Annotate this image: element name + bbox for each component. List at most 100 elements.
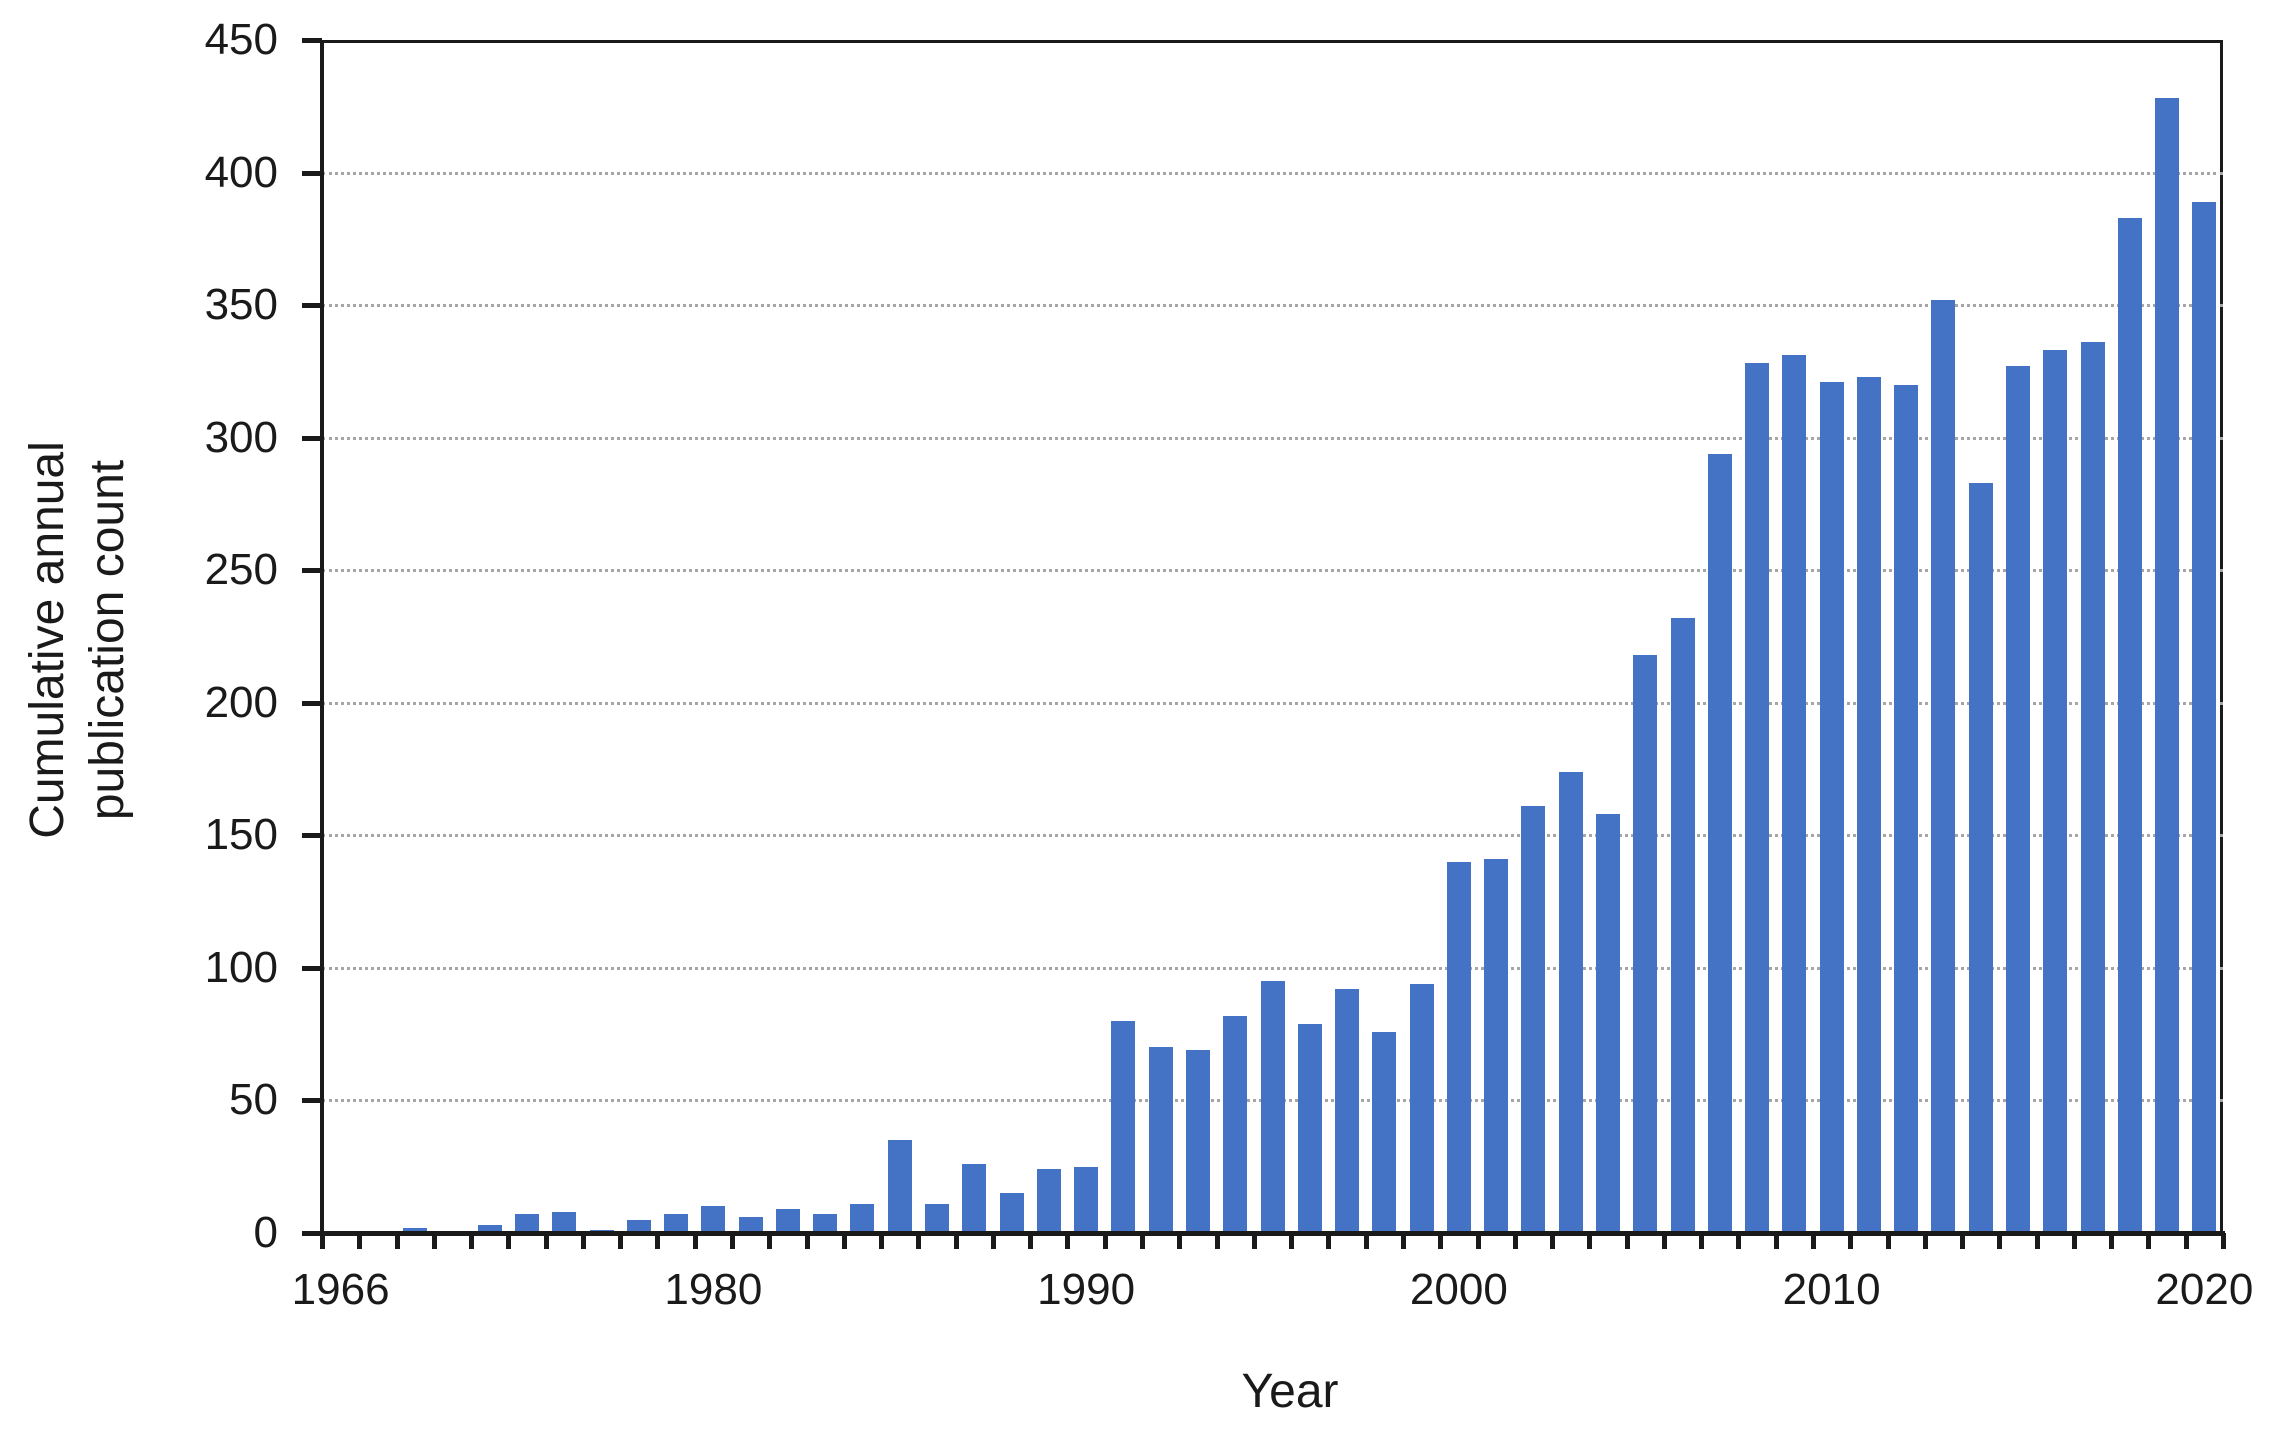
x-tick-boundary-2	[394, 1233, 400, 1249]
x-tick-boundary-48	[2109, 1233, 2115, 1249]
bar-2018	[2117, 217, 2142, 1233]
x-tick-boundary-33	[1550, 1233, 1556, 1249]
x-tick-boundary-3	[431, 1233, 437, 1249]
y-tick-400	[302, 170, 322, 176]
bar-2003	[1558, 771, 1583, 1233]
x-tick-label-2010: 2010	[1782, 1265, 1881, 1314]
x-tick-label-2020: 2020	[2155, 1265, 2254, 1314]
y-tick-50	[302, 1098, 322, 1104]
x-tick-boundary-38	[1736, 1233, 1742, 1249]
x-tick-boundary-12	[767, 1233, 773, 1249]
bar-2005	[1633, 655, 1658, 1233]
bar-1989	[1036, 1169, 1061, 1233]
y-tick-0	[302, 1231, 322, 1236]
gridline-y-200	[322, 701, 2223, 705]
bar-2020	[2192, 201, 2217, 1233]
x-tick-boundary-22	[1140, 1233, 1146, 1249]
y-tick-label-50: 50	[229, 1075, 278, 1125]
bar-2017	[2080, 342, 2105, 1233]
y-axis-line	[320, 40, 324, 1235]
x-tick-label-1980: 1980	[664, 1265, 763, 1314]
x-tick-boundary-37	[1699, 1233, 1705, 1249]
bar-2011	[1856, 376, 1881, 1233]
bar-2014	[1968, 482, 1993, 1233]
x-tick-boundary-36	[1661, 1233, 1667, 1249]
gridline-y-400	[322, 171, 2223, 175]
x-tick-boundary-50	[2183, 1233, 2189, 1249]
x-tick-boundary-39	[1773, 1233, 1779, 1249]
bar-2016	[2043, 350, 2068, 1233]
bar-1991	[1111, 1020, 1136, 1233]
x-tick-boundary-16	[916, 1233, 922, 1249]
bar-2013	[1931, 299, 1956, 1233]
gridline-y-150	[322, 834, 2223, 838]
x-tick-label-2000: 2000	[1409, 1265, 1508, 1314]
bar-2009	[1782, 355, 1807, 1233]
bar-1996	[1297, 1023, 1322, 1233]
x-tick-boundary-51	[2221, 1233, 2226, 1249]
bar-2019	[2155, 98, 2180, 1233]
bar-1984	[850, 1203, 875, 1233]
x-tick-boundary-21	[1102, 1233, 1108, 1249]
x-tick-boundary-45	[1997, 1233, 2003, 1249]
x-tick-boundary-24	[1214, 1233, 1220, 1249]
bar-1985	[887, 1140, 912, 1233]
x-tick-boundary-40	[1810, 1233, 1816, 1249]
bar-2000	[1446, 861, 1471, 1233]
x-tick-boundary-31	[1475, 1233, 1481, 1249]
x-tick-boundary-28	[1363, 1233, 1369, 1249]
x-tick-boundary-1	[357, 1233, 363, 1249]
bar-2007	[1707, 453, 1732, 1233]
bar-1998	[1372, 1031, 1397, 1233]
bar-1986	[925, 1203, 950, 1233]
bar-1978	[626, 1219, 651, 1233]
x-tick-boundary-23	[1177, 1233, 1183, 1249]
bar-1995	[1260, 981, 1285, 1233]
bar-1980	[701, 1206, 726, 1233]
y-tick-label-0: 0	[253, 1208, 278, 1257]
x-tick-boundary-34	[1587, 1233, 1593, 1249]
bar-2015	[2005, 366, 2030, 1233]
bar-1972	[403, 1227, 428, 1233]
y-axis-title-line1: Cumulative annual	[21, 441, 74, 839]
y-tick-label-400: 400	[204, 147, 278, 197]
bar-1981	[738, 1217, 763, 1233]
x-tick-label-1966: 1966	[291, 1265, 390, 1314]
x-tick-boundary-30	[1438, 1233, 1444, 1249]
bar-2008	[1745, 363, 1770, 1233]
x-tick-boundary-47	[2071, 1233, 2077, 1249]
x-tick-boundary-18	[990, 1233, 996, 1249]
y-tick-250	[302, 568, 322, 574]
y-tick-350	[302, 303, 322, 309]
x-tick-boundary-13	[804, 1233, 810, 1249]
x-tick-boundary-32	[1512, 1233, 1518, 1249]
bar-2010	[1819, 381, 1844, 1233]
bar-1974	[477, 1225, 502, 1233]
bar-1983	[813, 1214, 838, 1233]
bar-1979	[664, 1214, 689, 1233]
y-tick-100	[302, 965, 322, 971]
y-tick-label-200: 200	[204, 677, 278, 727]
bar-1975	[515, 1214, 539, 1233]
x-tick-boundary-8	[618, 1233, 624, 1249]
x-tick-boundary-11	[730, 1233, 736, 1249]
x-tick-boundary-4	[469, 1233, 475, 1249]
gridline-y-100	[322, 966, 2223, 970]
x-tick-boundary-5	[506, 1233, 512, 1249]
gridline-y-350	[322, 304, 2223, 308]
bar-1987	[962, 1164, 987, 1233]
x-tick-boundary-14	[841, 1233, 847, 1249]
bar-2001	[1484, 859, 1509, 1233]
y-tick-150	[302, 833, 322, 839]
x-tick-boundary-6	[543, 1233, 549, 1249]
x-tick-boundary-49	[2146, 1233, 2152, 1249]
bar-1988	[999, 1193, 1024, 1233]
y-tick-label-350: 350	[204, 280, 278, 330]
y-tick-label-150: 150	[204, 810, 278, 860]
x-tick-boundary-10	[692, 1233, 698, 1249]
bar-1994	[1223, 1015, 1248, 1233]
x-tick-boundary-46	[2034, 1233, 2040, 1249]
gridline-y-250	[322, 569, 2223, 573]
y-tick-200	[302, 700, 322, 706]
